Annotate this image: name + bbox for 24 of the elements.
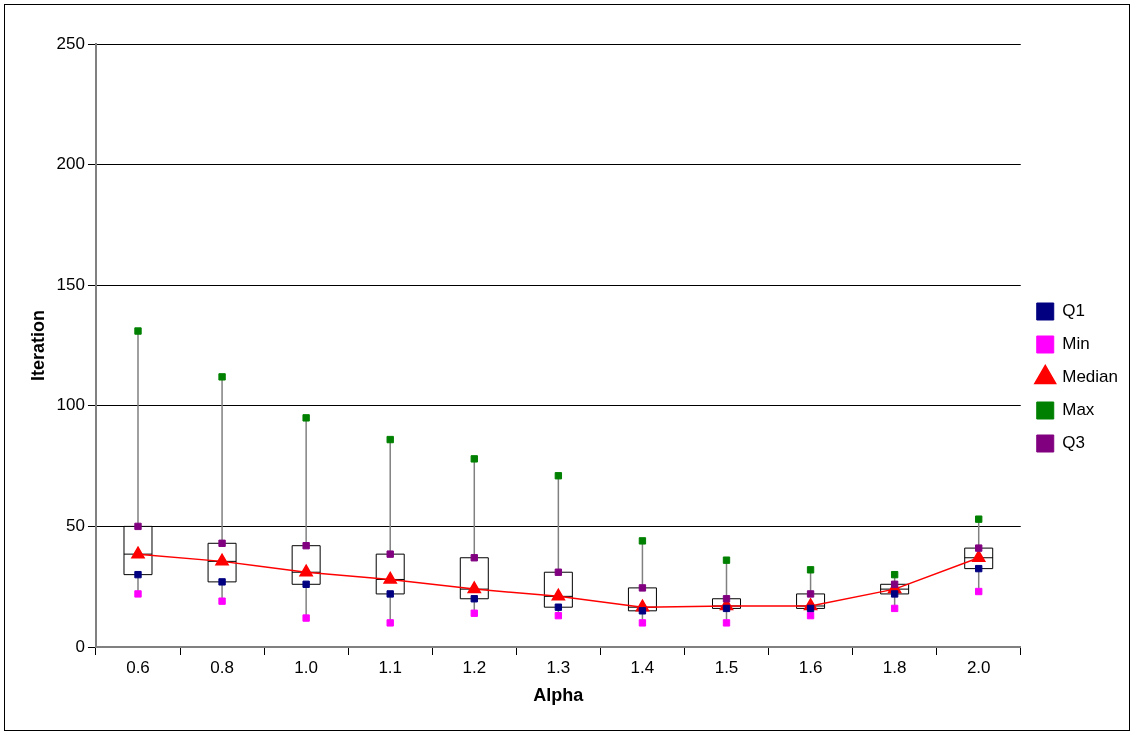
legend-label: Max bbox=[1062, 400, 1095, 420]
x-tick-label: 1.4 bbox=[630, 657, 655, 677]
x-axis-title: Alpha bbox=[533, 685, 585, 706]
y-tick-label: 200 bbox=[56, 154, 85, 174]
x-tick-label: 0.6 bbox=[126, 657, 150, 677]
y-tick-label: 150 bbox=[56, 274, 85, 294]
y-tick-label: 0 bbox=[75, 636, 85, 656]
x-tick-label: 1.6 bbox=[798, 657, 823, 677]
y-axis-title: Iteration bbox=[27, 309, 48, 382]
x-tick-label: 1.0 bbox=[294, 657, 318, 677]
x-tick-label: 1.5 bbox=[714, 657, 739, 677]
x-tick-label: 1.2 bbox=[462, 657, 487, 677]
x-tick-label: 1.1 bbox=[378, 657, 403, 677]
legend-label: Min bbox=[1062, 334, 1090, 354]
y-tick-label: 50 bbox=[66, 516, 85, 536]
y-tick-label: 250 bbox=[56, 33, 85, 53]
x-tick-label: 1.8 bbox=[882, 657, 907, 677]
legend-label: Q3 bbox=[1062, 433, 1085, 453]
y-tick-label: 100 bbox=[56, 395, 85, 415]
x-tick-label: 0.8 bbox=[210, 657, 234, 677]
legend-label: Median bbox=[1062, 367, 1119, 387]
x-tick-label: 2.0 bbox=[966, 657, 991, 677]
legend-label: Q1 bbox=[1062, 301, 1085, 321]
x-tick-label: 1.3 bbox=[546, 657, 571, 677]
